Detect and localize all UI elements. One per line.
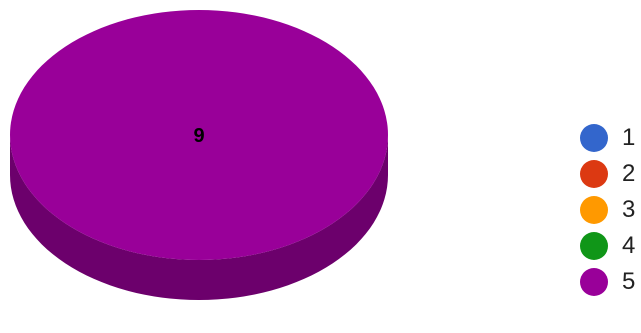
legend-label-2: 2 <box>622 160 636 187</box>
legend-item-4[interactable]: 4 <box>580 228 635 264</box>
legend-item-5[interactable]: 5 <box>580 264 635 300</box>
pie-top <box>10 10 388 260</box>
slice-5[interactable] <box>10 10 388 260</box>
slice-5-side <box>10 135 388 300</box>
legend-label-1: 1 <box>622 124 636 151</box>
legend-swatch-3 <box>580 196 608 224</box>
legend-label-4: 4 <box>622 232 636 259</box>
legend-item-2[interactable]: 2 <box>580 156 635 192</box>
legend-item-3[interactable]: 3 <box>580 192 635 228</box>
legend-label-5: 5 <box>622 268 636 295</box>
pie-side <box>10 135 388 300</box>
legend-swatch-5 <box>580 268 608 296</box>
legend: 1 2 3 4 5 <box>580 120 635 300</box>
legend-swatch-4 <box>580 232 608 260</box>
legend-item-1[interactable]: 1 <box>580 120 635 156</box>
slice-5-data-label: 9 <box>193 125 204 147</box>
legend-swatch-1 <box>580 124 608 152</box>
legend-swatch-2 <box>580 160 608 188</box>
pie-labels: 9 <box>193 125 204 147</box>
legend-label-3: 3 <box>622 196 636 223</box>
